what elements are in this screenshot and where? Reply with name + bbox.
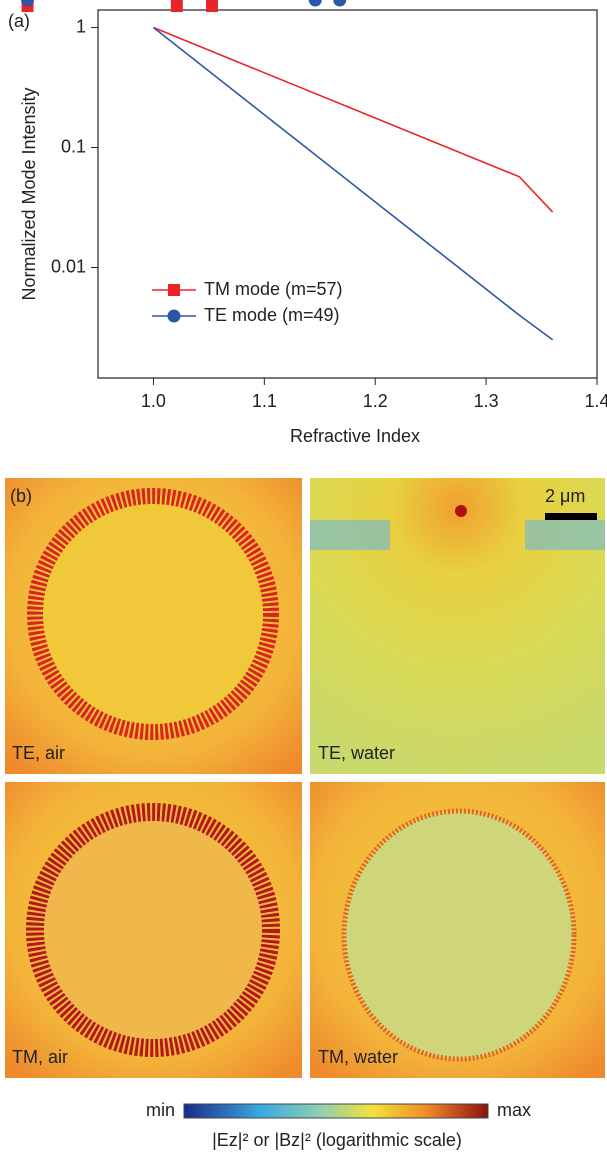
field-feature [310,520,390,550]
resonator-ring [35,496,271,732]
colorbar-caption: |Ez|² or |Bz|² (logarithmic scale) [212,1130,462,1150]
x-tick-label: 1.4 [584,391,607,411]
figure: (a) Refractive Index Normalized Mode Int… [0,0,607,1157]
panel-b: (b) 2 μm TE, air TE, water TM, air TM, w… [5,478,605,1150]
legend-label: TM mode (m=57) [204,279,343,299]
scale-bar [545,513,597,520]
colorbar [184,1104,488,1118]
x-tick-label: 1.2 [363,391,388,411]
legend-label: TE mode (m=49) [204,305,340,325]
chart-a: (a) Refractive Index Normalized Mode Int… [8,0,607,446]
marker [171,0,183,12]
axes-frame [98,10,597,378]
panel-caption: TE, air [12,743,65,763]
panel-label: (b) [10,486,32,506]
scale-bar-label: 2 μm [545,486,585,506]
colorbar-min: min [146,1100,175,1120]
field-feature [525,520,605,550]
x-tick-label: 1.3 [474,391,499,411]
marker [309,0,322,7]
y-tick-label: 0.1 [61,136,86,156]
x-tick-label: 1.1 [252,391,277,411]
panel-label: (a) [8,11,30,31]
panel-caption: TM, water [318,1047,398,1067]
field-hotspot [455,505,467,517]
resonator-ring [344,811,574,1059]
marker [333,0,346,7]
legend-marker [168,310,181,323]
resonator-ring [35,812,271,1048]
panel-caption: TE, water [318,743,395,763]
marker [206,0,218,12]
legend-marker [168,284,180,296]
panel-caption: TM, air [12,1047,68,1067]
colorbar-max: max [497,1100,531,1120]
x-axis-label: Refractive Index [290,426,420,446]
x-tick-label: 1.0 [141,391,166,411]
y-axis-label: Normalized Mode Intensity [19,87,39,300]
y-tick-label: 1 [76,16,86,36]
y-tick-label: 0.01 [51,256,86,276]
